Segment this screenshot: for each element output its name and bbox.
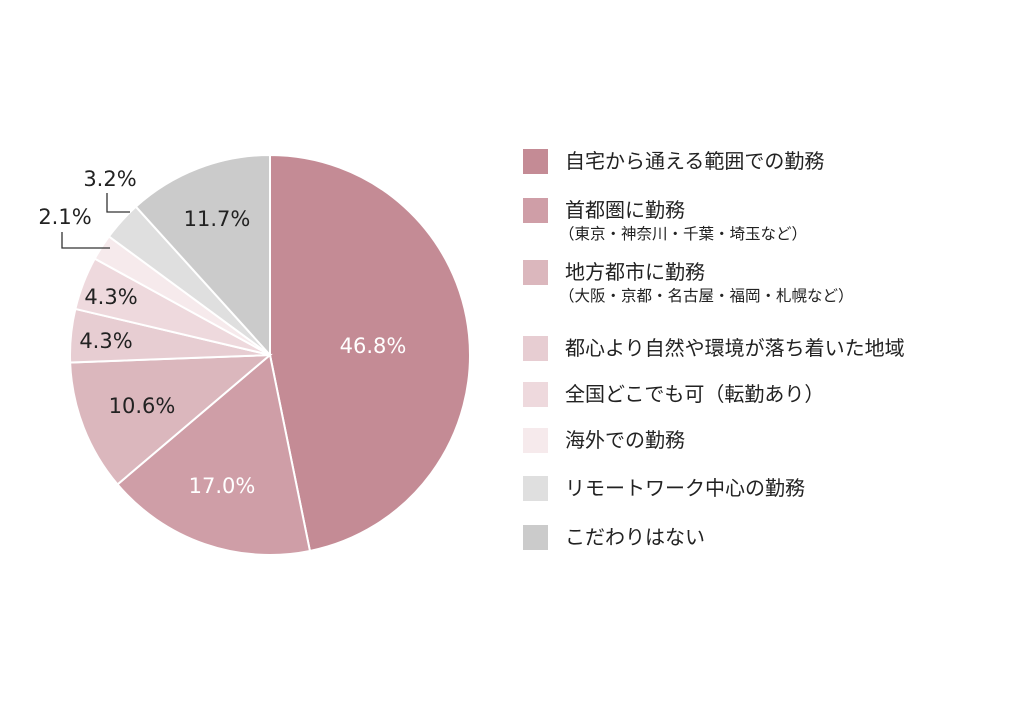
data-label: 11.7% [184,207,251,231]
legend-sublabel: （大阪・京都・名古屋・福岡・札幌など） [559,287,854,305]
legend-swatch [523,198,548,223]
legend-label: 首都圏に勤務 [565,198,685,222]
data-label: 10.6% [109,394,176,418]
data-label: 2.1% [38,205,91,229]
data-label: 4.3% [79,329,132,353]
legend-swatch [523,336,548,361]
legend-label: 地方都市に勤務 [565,260,705,284]
legend-label: 全国どこでも可（転勤あり） [565,382,825,406]
leader-line [106,193,130,213]
legend-swatch [523,525,548,550]
legend-label: 都心より自然や環境が落ち着いた地域 [565,336,905,360]
legend-label: 海外での勤務 [565,428,685,452]
legend-label: リモートワーク中心の勤務 [565,476,805,500]
legend-swatch [523,149,548,174]
data-label: 46.8% [340,334,407,358]
leader-line [61,232,110,249]
data-label: 17.0% [189,474,256,498]
pie-slice [116,353,312,556]
legend-swatch [523,428,548,453]
legend-swatch [523,382,548,407]
legend-swatch [523,260,548,285]
legend-label: こだわりはない [565,525,705,549]
legend-sublabel: （東京・神奈川・千葉・埼玉など） [559,225,808,243]
legend-label: 自宅から通える範囲での勤務 [565,149,825,173]
data-label: 4.3% [84,285,137,309]
pie-slice [269,153,471,553]
data-label: 3.2% [83,167,136,191]
legend-swatch [523,476,548,501]
pie-slice [134,153,271,358]
pie-slice [69,353,273,486]
